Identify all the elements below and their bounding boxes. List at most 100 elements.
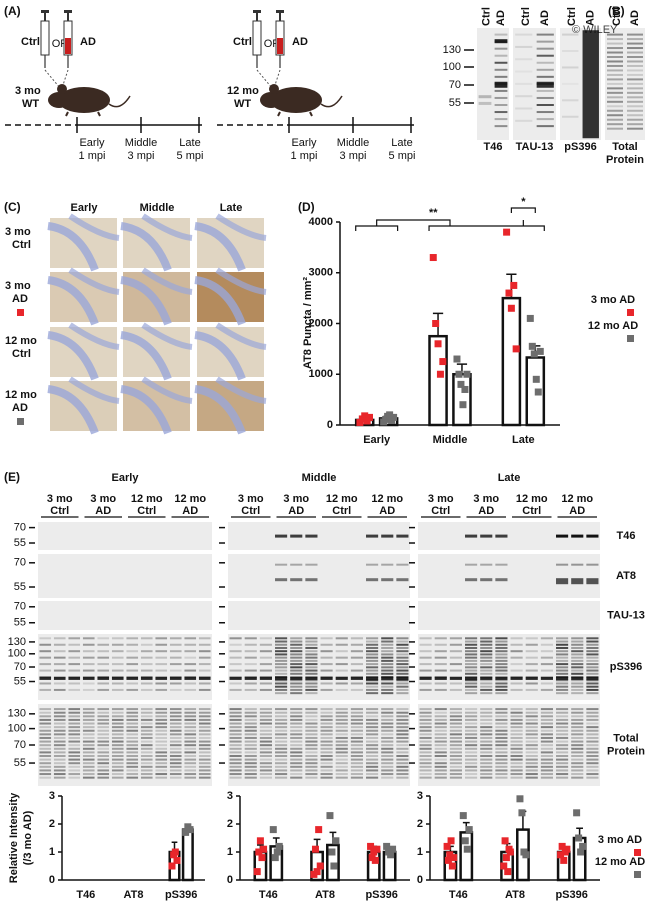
band — [586, 692, 599, 695]
band — [525, 729, 538, 732]
band — [229, 744, 242, 747]
band — [627, 56, 643, 58]
y-tick-label: 3000 — [309, 267, 333, 279]
band — [586, 744, 599, 747]
band — [97, 650, 110, 653]
band — [515, 70, 533, 73]
band — [366, 769, 379, 772]
band — [556, 650, 569, 653]
band — [155, 708, 168, 711]
band — [320, 718, 333, 721]
band — [396, 646, 409, 649]
band — [525, 755, 538, 758]
band — [305, 656, 318, 659]
band — [198, 711, 211, 714]
band — [320, 682, 333, 685]
band — [366, 708, 379, 711]
band — [198, 755, 211, 758]
band — [510, 776, 523, 779]
band — [465, 769, 478, 772]
band — [290, 755, 303, 758]
data-point — [504, 868, 512, 876]
band — [184, 722, 197, 725]
band — [275, 666, 288, 669]
band — [53, 637, 66, 640]
band — [419, 751, 432, 754]
band — [536, 54, 554, 57]
band — [449, 769, 462, 772]
band — [495, 776, 508, 779]
band — [381, 663, 394, 666]
lane-label: AD — [495, 10, 507, 26]
x-tick-label: T46 — [449, 889, 468, 901]
band — [586, 637, 599, 640]
band — [111, 736, 124, 739]
band — [366, 747, 379, 750]
band — [259, 765, 272, 768]
histology-layer — [47, 276, 99, 326]
y-tick-label: 0 — [327, 419, 333, 431]
band — [366, 765, 379, 768]
band — [259, 718, 272, 721]
band — [305, 733, 318, 736]
band — [244, 650, 257, 653]
band — [68, 726, 81, 729]
y-tick-label: 2000 — [309, 317, 333, 329]
band — [449, 729, 462, 732]
band — [126, 751, 139, 754]
band — [229, 656, 242, 659]
legend-swatch — [17, 309, 24, 316]
band — [510, 729, 523, 732]
band — [184, 656, 197, 659]
syringe — [256, 13, 258, 21]
band — [536, 33, 554, 36]
band — [494, 54, 508, 57]
lane-header: 12 mo — [131, 493, 163, 505]
band — [627, 42, 643, 45]
band — [586, 773, 599, 776]
lane-label: Ctrl — [481, 7, 493, 26]
band — [320, 708, 333, 711]
label: Middle — [125, 137, 157, 149]
band — [97, 729, 110, 732]
band — [556, 773, 569, 776]
band — [556, 676, 569, 680]
band — [525, 722, 538, 725]
band — [419, 762, 432, 765]
band — [536, 118, 554, 121]
band — [198, 765, 211, 768]
band — [366, 663, 379, 666]
band — [586, 643, 599, 646]
band — [396, 688, 409, 691]
band — [465, 666, 478, 669]
band — [381, 751, 394, 754]
x-tick-label: AT8 — [505, 889, 525, 901]
band — [320, 736, 333, 739]
band — [140, 688, 153, 691]
label: Late — [179, 137, 200, 149]
band — [465, 733, 478, 736]
band — [607, 38, 623, 41]
band — [82, 715, 95, 718]
band — [335, 718, 348, 721]
band — [155, 729, 168, 732]
band — [536, 81, 554, 88]
band — [198, 663, 211, 666]
band — [244, 656, 257, 659]
band — [259, 669, 272, 672]
band — [68, 762, 81, 765]
band — [366, 659, 379, 662]
band — [198, 751, 211, 754]
data-point — [558, 842, 566, 850]
band — [494, 61, 508, 64]
band — [495, 666, 508, 669]
band — [419, 643, 432, 646]
band — [556, 769, 569, 772]
data-point — [573, 809, 581, 817]
band — [259, 650, 272, 653]
band — [244, 676, 257, 680]
band — [396, 692, 409, 695]
band — [562, 33, 579, 36]
band — [366, 715, 379, 718]
band — [607, 47, 623, 50]
